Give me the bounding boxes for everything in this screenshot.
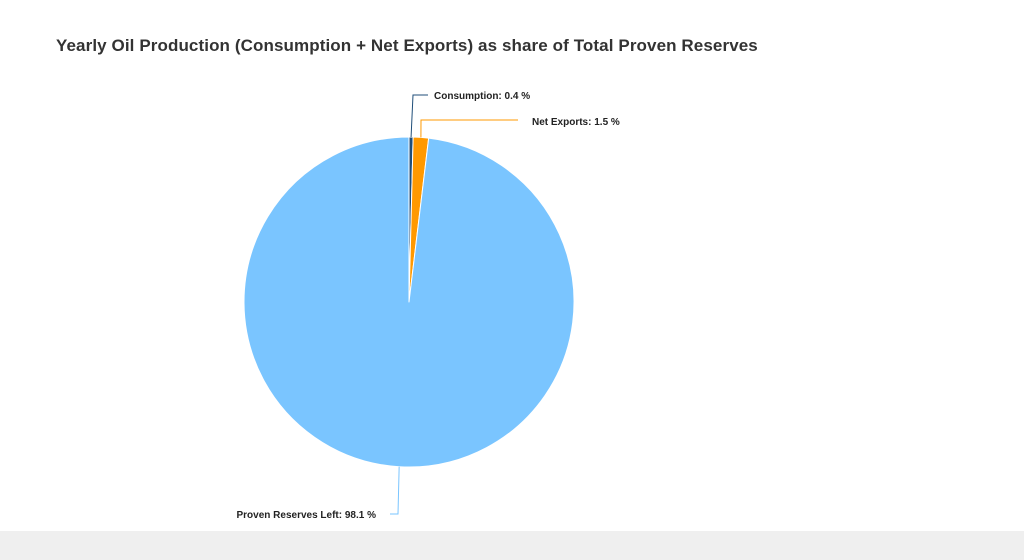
slice-label-proven-reserves-left: Proven Reserves Left: 98.1 % — [236, 510, 376, 521]
slice-labels: Consumption: 0.4 % Net Exports: 1.5 % Prov… — [236, 91, 619, 521]
footer-bar — [0, 531, 1024, 560]
connector-proven-reserves-left — [390, 466, 400, 515]
pie-slices — [243, 136, 575, 468]
chart-title: Yearly Oil Production (Consumption + Net… — [56, 36, 758, 55]
connector-net-exports — [420, 119, 518, 138]
label-connectors — [390, 94, 518, 515]
pie-slice-proven-reserves-left — [243, 136, 575, 468]
slice-label-net-exports: Net Exports: 1.5 % — [532, 117, 620, 128]
pie-chart: Consumption: 0.4 % Net Exports: 1.5 % Prov… — [236, 91, 619, 521]
slice-label-consumption: Consumption: 0.4 % — [434, 91, 530, 102]
connector-consumption — [410, 94, 428, 138]
